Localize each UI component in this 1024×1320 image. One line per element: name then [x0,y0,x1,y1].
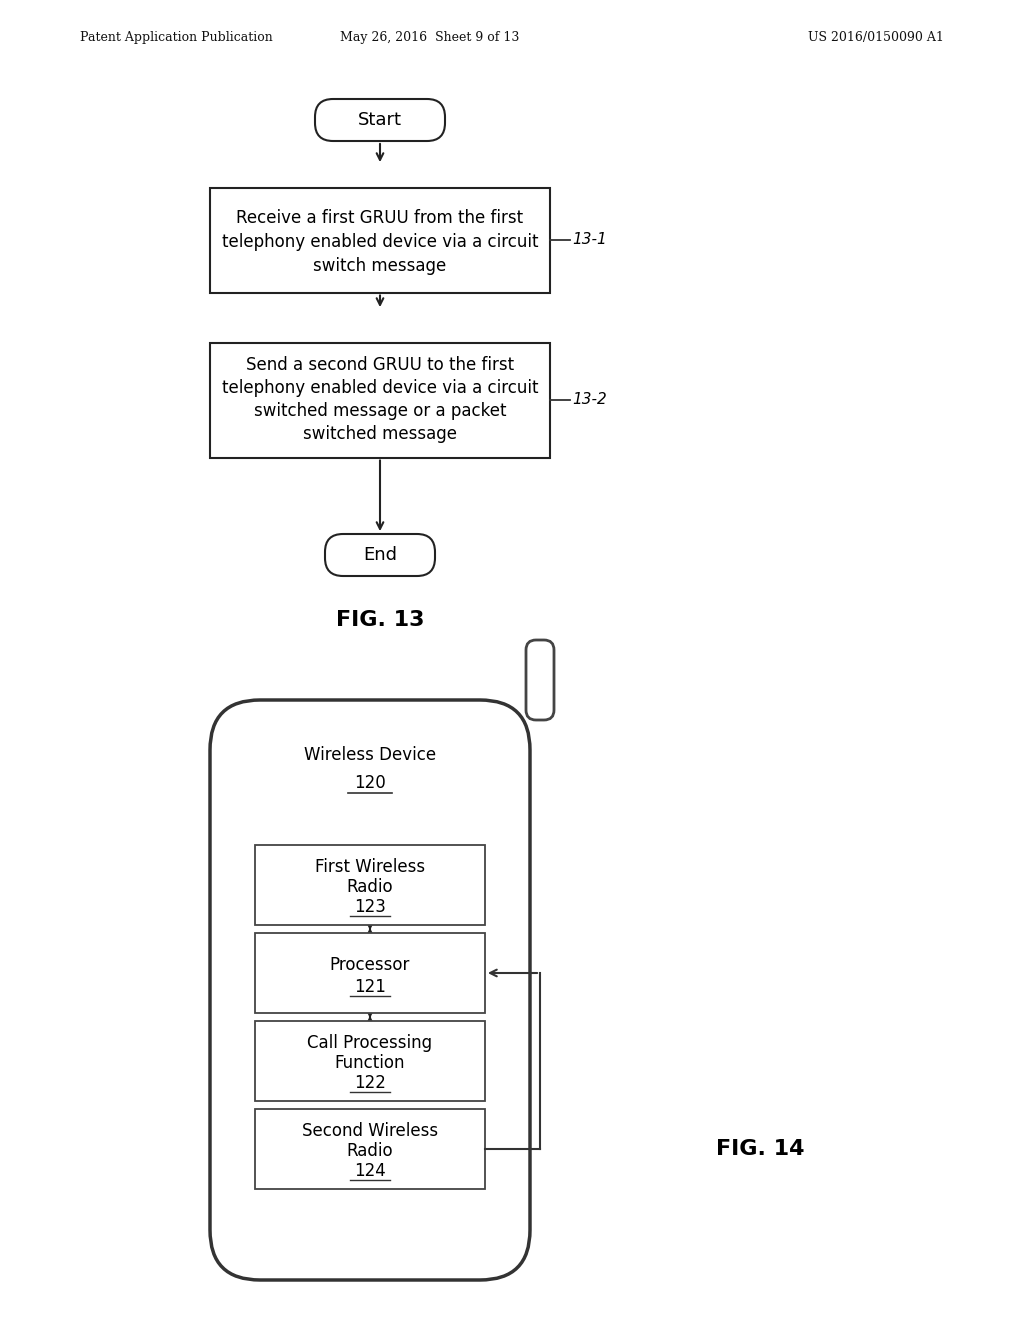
Text: Function: Function [335,1053,406,1072]
Text: switched message or a packet: switched message or a packet [254,403,506,420]
Text: First Wireless: First Wireless [315,858,425,876]
Text: FIG. 14: FIG. 14 [716,1139,804,1159]
FancyBboxPatch shape [255,933,485,1012]
FancyBboxPatch shape [210,187,550,293]
FancyBboxPatch shape [255,1020,485,1101]
FancyBboxPatch shape [210,700,530,1280]
Text: 122: 122 [354,1074,386,1092]
Text: Processor: Processor [330,956,411,974]
Text: Second Wireless: Second Wireless [302,1122,438,1140]
FancyBboxPatch shape [255,845,485,925]
Text: 124: 124 [354,1162,386,1180]
Text: FIG. 13: FIG. 13 [336,610,424,630]
Text: End: End [362,546,397,564]
Text: Patent Application Publication: Patent Application Publication [80,32,272,45]
FancyBboxPatch shape [210,342,550,458]
Text: Send a second GRUU to the first: Send a second GRUU to the first [246,356,514,374]
Text: 120: 120 [354,774,386,792]
FancyBboxPatch shape [325,535,435,576]
Text: Receive a first GRUU from the first: Receive a first GRUU from the first [237,209,523,227]
FancyBboxPatch shape [526,640,554,719]
Text: US 2016/0150090 A1: US 2016/0150090 A1 [808,32,944,45]
Text: Wireless Device: Wireless Device [304,746,436,764]
Text: telephony enabled device via a circuit: telephony enabled device via a circuit [222,234,539,251]
Text: telephony enabled device via a circuit: telephony enabled device via a circuit [222,379,539,397]
Text: switch message: switch message [313,257,446,275]
Text: 13-1: 13-1 [572,232,607,248]
Text: May 26, 2016  Sheet 9 of 13: May 26, 2016 Sheet 9 of 13 [340,32,520,45]
Text: 13-2: 13-2 [572,392,607,408]
Text: Radio: Radio [347,1142,393,1160]
Text: Call Processing: Call Processing [307,1034,432,1052]
Text: switched message: switched message [303,425,457,444]
Text: Start: Start [358,111,402,129]
FancyBboxPatch shape [255,1109,485,1189]
Text: 123: 123 [354,898,386,916]
Text: 121: 121 [354,978,386,997]
Text: Radio: Radio [347,878,393,896]
FancyBboxPatch shape [315,99,445,141]
